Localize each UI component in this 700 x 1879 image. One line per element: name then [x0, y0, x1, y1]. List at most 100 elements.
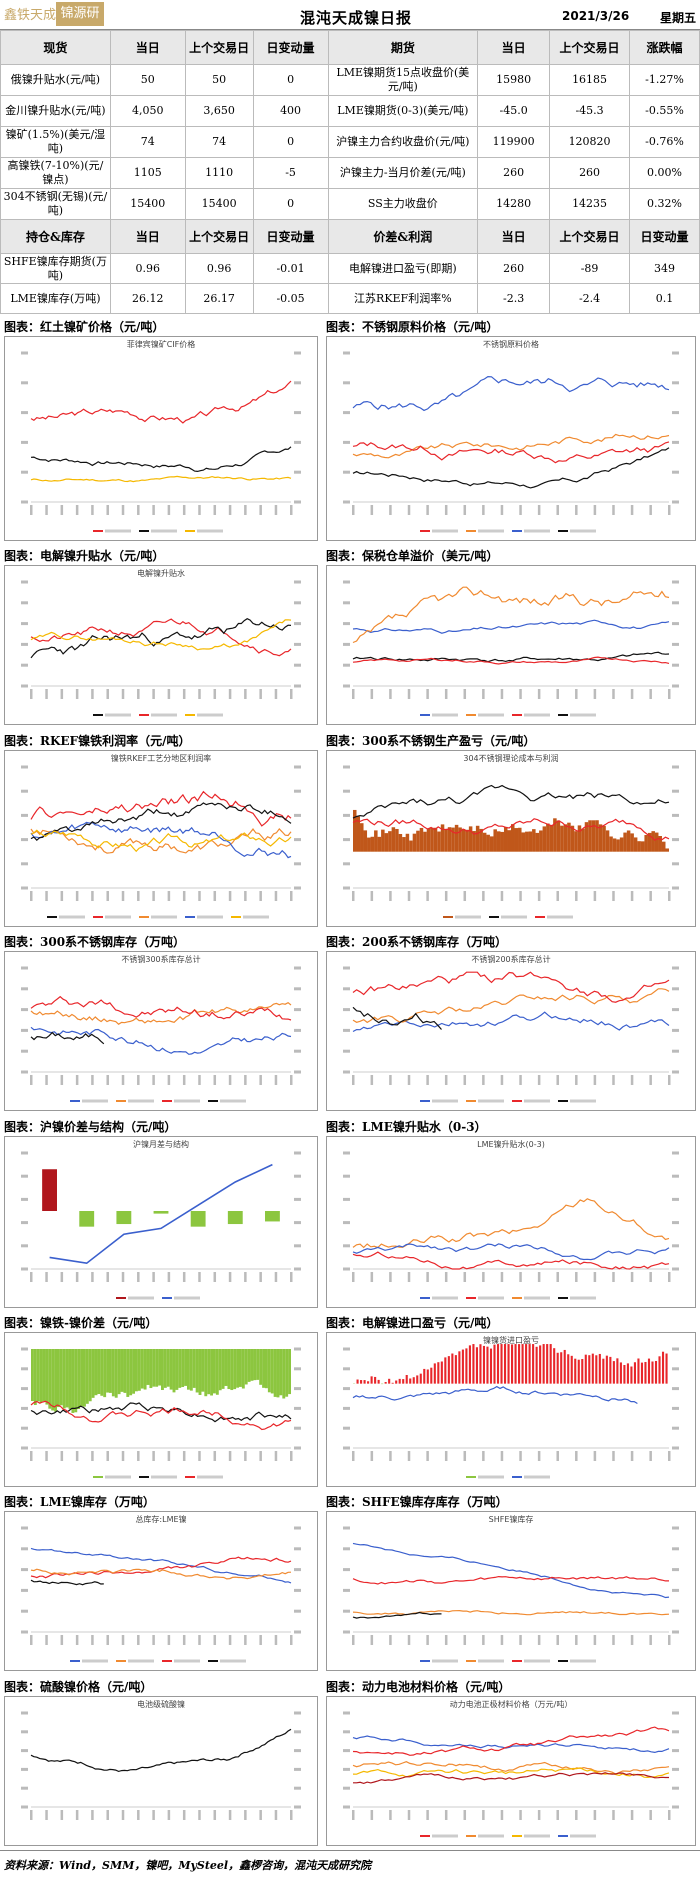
x-tick-label: [519, 689, 522, 699]
series-line: [352, 784, 670, 819]
y2-tick-label: [294, 1028, 301, 1032]
table2-header-cell: 上个交易日: [184, 219, 254, 254]
x-tick-label: [556, 891, 559, 901]
x-tick-label: [213, 505, 217, 515]
x-tick-label: [556, 1451, 559, 1461]
bar: [270, 1349, 274, 1394]
table-cell: -2.4: [549, 283, 631, 314]
legend-label: [524, 1834, 550, 1838]
y-tick-label: [21, 470, 28, 474]
x-tick-label: [198, 1075, 201, 1085]
x-tick-label: [426, 505, 429, 515]
bar: [175, 1349, 179, 1390]
table-cell: 119900: [477, 126, 551, 158]
y-tick-label: [21, 440, 28, 444]
chart-panel-12: 镍镍货进口盈亏: [326, 1332, 696, 1487]
bar: [444, 829, 448, 852]
legend-label: [128, 1296, 154, 1300]
series-line: [30, 802, 292, 842]
bar: [493, 1344, 496, 1384]
bar: [619, 837, 624, 852]
x-tick-label: [121, 505, 125, 515]
y-tick-label: [21, 1609, 28, 1613]
x-tick-label: [537, 1075, 541, 1085]
legend-label: [151, 1475, 177, 1479]
series-line: [30, 1568, 292, 1580]
table-cell: 0.1: [629, 283, 700, 314]
bar: [374, 830, 378, 852]
x-tick-label: [463, 1810, 467, 1820]
table-cell: 74: [184, 126, 254, 158]
table-cell: SHFE镍库存期货(万吨): [0, 253, 111, 284]
series-line: [30, 1547, 292, 1584]
bar: [595, 1355, 598, 1384]
x-tick-label: [444, 1451, 448, 1461]
table-cell: 26.12: [109, 283, 186, 314]
x-tick-label: [290, 891, 293, 901]
x-tick-label: [244, 1451, 247, 1461]
legend-label: [128, 1659, 154, 1663]
x-tick-label: [500, 505, 504, 515]
bar: [65, 1349, 69, 1408]
x-tick-label: [389, 689, 392, 699]
chart-svg: [343, 1526, 679, 1663]
series-line: [30, 995, 292, 1021]
y-tick-label: [343, 838, 350, 842]
x-tick-label: [612, 1635, 615, 1645]
series-line: [352, 1243, 670, 1261]
x-tick-label: [575, 1451, 578, 1461]
table-row: SHFE镍库存期货(万吨) 0.96 0.96 -0.01 电解镍进口盈亏(即期) 260…: [0, 253, 700, 284]
y2-tick-label: [672, 987, 679, 991]
bar: [367, 1381, 370, 1384]
x-tick-label: [45, 891, 48, 901]
y-tick-label: [21, 1526, 28, 1530]
bar: [262, 1349, 265, 1388]
series-line: [30, 1026, 292, 1055]
legend-label: [524, 1296, 550, 1300]
y-tick-label: [21, 1070, 28, 1074]
legend-swatch: [93, 1476, 103, 1478]
x-tick-label: [668, 1075, 671, 1085]
bar: [500, 1344, 503, 1384]
chart-svg: [21, 1711, 301, 1820]
bar: [465, 829, 469, 852]
series-line: [352, 441, 670, 464]
legend-swatch: [535, 916, 545, 918]
series-line: [352, 1251, 670, 1270]
y2-tick-label: [294, 1406, 301, 1410]
legend-swatch: [420, 1100, 430, 1102]
bar: [155, 1349, 159, 1387]
y2-tick-label: [294, 1767, 301, 1771]
bar: [472, 1344, 475, 1384]
bar: [80, 1349, 83, 1407]
bar: [507, 830, 511, 852]
x-tick-label: [426, 1635, 429, 1645]
bar: [33, 1349, 37, 1405]
bar: [521, 1344, 524, 1384]
bar: [591, 820, 596, 852]
legend-swatch: [47, 916, 57, 918]
bar: [100, 1349, 104, 1396]
bar: [612, 838, 617, 852]
x-tick-label: [45, 1272, 48, 1282]
chart-title: 总库存:LME镍: [135, 1515, 187, 1524]
table-cell: 26.17: [184, 283, 254, 314]
y-tick-label: [21, 862, 28, 866]
y2-tick-label: [672, 862, 679, 866]
y-tick-label: [343, 1347, 350, 1351]
bar: [591, 1353, 594, 1384]
bar: [665, 1353, 668, 1384]
y2-tick-label: [294, 411, 301, 415]
y2-tick-label: [672, 1805, 679, 1809]
legend-label: [478, 1099, 504, 1103]
y-tick-label: [343, 1711, 350, 1715]
table-row: 304不锈钢(无锡)(元/吨) 15400 15400 0 SS主力收盘价 14280 14…: [0, 188, 700, 220]
table2-header-cell: 持仓&库存: [0, 219, 111, 254]
y-tick-label: [21, 1786, 28, 1790]
y2-tick-label: [294, 1347, 301, 1351]
table-cell: 金川镍升贴水(元/吨): [0, 95, 111, 127]
bar: [68, 1349, 72, 1410]
legend-label: [105, 713, 131, 717]
legend-swatch: [558, 1835, 568, 1837]
x-tick-label: [593, 891, 597, 901]
